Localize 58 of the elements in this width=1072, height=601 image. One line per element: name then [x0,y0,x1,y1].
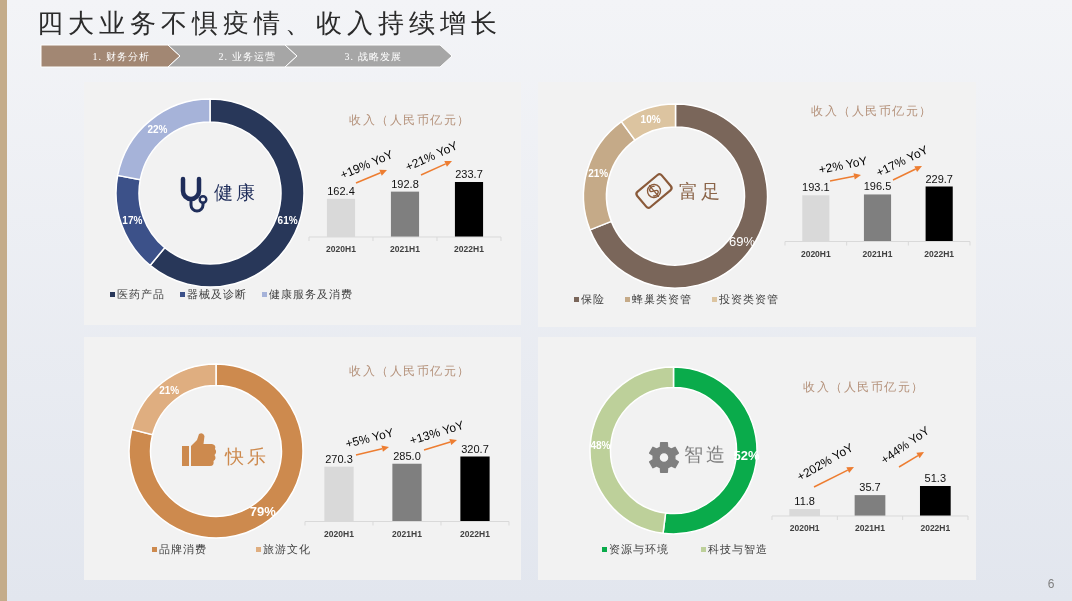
text: 6 [1047,577,1055,591]
x-tick-label: 2021H1 [862,248,893,259]
data-label: 233.7 [455,168,483,180]
legend-label: 科技与智造 [708,543,768,555]
data-label: 193.1 [802,181,830,194]
data-label: 192.8 [391,177,419,190]
data-label: 21% [159,385,180,397]
data-label: 35.7 [859,481,881,494]
data-label: 79% [249,503,277,519]
x-tick-label: 2021H1 [392,528,423,539]
text: 四大业务不惧疫情、收入持续增长 [37,9,502,38]
data-label: 21% [588,168,609,180]
chart-title: 收入（人民币亿元） [349,113,471,127]
data-label: 162.4 [327,184,355,197]
legend-label: 品牌消费 [159,543,207,555]
text: 快乐 [224,446,269,467]
legend-label: 医药产品 [117,288,165,300]
chart-title: 收入（人民币亿元） [811,104,933,118]
x-tick-label: 2021H1 [855,523,886,533]
text: +2% YoY [817,153,869,177]
x-tick-label: 2022H1 [454,244,485,254]
legend-label: 健康服务及消费 [269,288,353,300]
legend-label: 保险 [581,293,605,305]
data-label: 61% [277,215,298,227]
x-tick-label: 2022H1 [924,248,955,259]
legend-label: 器械及诊断 [187,288,247,300]
text: 2. 业务运营 [218,51,276,62]
x-tick-label: 2020H1 [789,523,820,533]
data-label: 22% [147,123,168,135]
legend-label: 旅游文化 [263,543,311,555]
data-label: 51.3 [924,472,947,484]
chart-title: 收入（人民币亿元） [803,380,925,394]
x-tick-label: 2022H1 [460,528,491,539]
data-label: 285.0 [393,449,421,462]
data-label: 69% [729,233,756,249]
legend-label: 资源与环境 [609,543,669,555]
legend-label: 蜂巢类资管 [632,293,692,305]
legend-label: 投资类资管 [718,293,779,305]
data-label: 229.7 [925,172,953,185]
text: +5% YoY [344,425,396,451]
data-label: 320.7 [461,442,489,455]
data-label: 10% [640,113,661,125]
chart-title: 收入（人民币亿元） [349,364,471,378]
donut-slice [128,363,304,539]
text: 健康 [214,182,258,203]
text: 智造 [684,444,728,465]
x-tick-label: 2020H1 [800,248,831,259]
x-tick-label: 2022H1 [920,523,951,533]
data-label: 270.3 [325,452,353,465]
data-label: 17% [122,215,143,227]
text: 3. 战略发展 [344,51,402,62]
data-label: 196.5 [863,180,892,193]
x-tick-label: 2020H1 [326,244,357,254]
data-label: 11.8 [794,495,815,508]
x-tick-label: 2020H1 [324,528,355,539]
text: 1. 财务分析 [92,51,150,62]
text: 富足 [679,181,723,202]
x-tick-label: 2021H1 [390,244,421,254]
